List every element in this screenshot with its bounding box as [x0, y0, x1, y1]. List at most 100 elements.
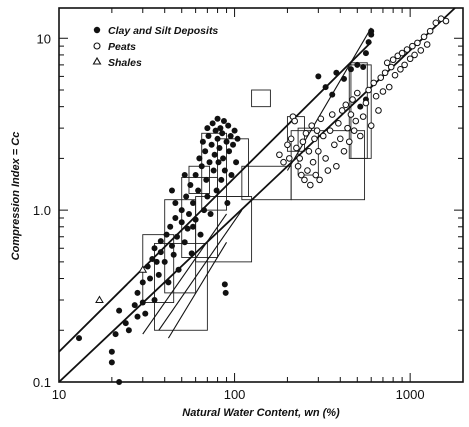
point-1-40 [349, 96, 356, 103]
range-box-3 [181, 176, 219, 258]
point-1-67 [411, 51, 418, 59]
point-0-58 [211, 151, 218, 158]
point-0-2 [108, 359, 115, 366]
range-box-9 [251, 89, 271, 108]
point-1-8 [294, 162, 302, 170]
point-0-11 [139, 299, 146, 306]
point-1-33 [336, 135, 344, 143]
point-0-81 [233, 159, 240, 166]
point-1-58 [389, 56, 397, 64]
point-0-25 [167, 223, 174, 230]
point-0-93 [347, 66, 354, 73]
point-1-68 [414, 39, 421, 47]
point-0-12 [139, 279, 146, 286]
range-box-1 [154, 242, 208, 331]
point-0-83 [181, 172, 188, 179]
point-0-33 [181, 239, 188, 246]
short-line-2 [167, 242, 228, 339]
point-1-16 [307, 181, 314, 189]
point-0-38 [188, 250, 195, 257]
point-0-35 [184, 225, 191, 232]
point-1-66 [409, 42, 416, 50]
x-tick-label-1: 100 [224, 387, 246, 402]
point-1-71 [423, 41, 431, 48]
point-0-26 [168, 242, 175, 249]
point-1-50 [372, 92, 380, 100]
point-0-19 [155, 271, 162, 278]
point-0-69 [220, 118, 227, 125]
point-0-82 [234, 135, 241, 142]
point-0-21 [157, 238, 164, 245]
point-0-56 [209, 120, 216, 127]
point-0-96 [362, 50, 369, 57]
point-0-91 [333, 69, 340, 76]
point-1-2 [284, 141, 291, 149]
range-boxes [142, 62, 372, 331]
point-0-5 [116, 307, 123, 314]
legend-marker-shales [92, 56, 102, 65]
point-1-14 [304, 167, 311, 174]
point-0-67 [219, 130, 226, 137]
regression-line-0 [58, 7, 456, 383]
point-0-51 [204, 193, 211, 200]
point-0-31 [178, 219, 185, 226]
point-1-52 [377, 74, 385, 81]
point-0-48 [202, 148, 209, 155]
point-1-25 [319, 132, 327, 140]
point-1-27 [324, 167, 332, 174]
point-0-61 [214, 135, 221, 142]
point-1-37 [344, 124, 351, 132]
point-0-68 [220, 155, 227, 162]
point-0-49 [203, 176, 210, 183]
point-0-41 [192, 216, 199, 223]
point-0-1 [108, 348, 115, 355]
point-0-90 [329, 91, 336, 98]
y-tick-label-2: 10 [37, 31, 51, 46]
point-1-48 [367, 122, 375, 129]
data-points [76, 15, 450, 385]
point-1-23 [316, 176, 323, 184]
point-0-47 [201, 207, 208, 214]
regression-line-1 [58, 41, 372, 353]
point-1-21 [313, 127, 321, 134]
point-0-95 [360, 64, 367, 71]
point-0-63 [215, 159, 222, 166]
point-0-20 [157, 249, 164, 256]
point-1-43 [353, 89, 361, 97]
point-1-11 [299, 138, 307, 146]
point-0-39 [190, 200, 197, 207]
point-0-59 [212, 127, 219, 134]
point-1-56 [385, 83, 393, 91]
short-line-3 [286, 27, 372, 171]
point-0-46 [199, 138, 206, 145]
point-0-50 [204, 125, 211, 132]
point-0-42 [195, 187, 202, 194]
axis-ticks: 10 100 1000 0.1 1.0 10 [33, 8, 464, 402]
point-0-52 [205, 132, 212, 139]
point-1-53 [379, 88, 387, 95]
point-1-57 [387, 63, 395, 71]
point-0-32 [178, 207, 185, 214]
point-0-23 [163, 231, 170, 238]
point-1-22 [315, 147, 322, 155]
point-0-40 [192, 172, 199, 179]
point-0-85 [168, 187, 175, 194]
range-box-13 [348, 64, 372, 159]
point-1-32 [335, 120, 342, 127]
x-tick-label-2: 1000 [396, 387, 425, 402]
point-0-22 [161, 258, 168, 265]
point-1-49 [370, 79, 377, 87]
point-1-24 [317, 115, 325, 123]
point-0-88 [315, 73, 322, 80]
y-tick-label-0: 0.1 [33, 375, 51, 390]
point-0-101 [357, 103, 364, 110]
point-1-64 [403, 46, 411, 53]
point-0-66 [218, 176, 225, 183]
point-1-28 [326, 127, 334, 134]
point-0-6 [122, 320, 129, 327]
point-1-9 [296, 155, 304, 162]
range-box-5 [195, 196, 253, 263]
x-tick-label-0: 10 [52, 387, 66, 402]
point-0-29 [174, 233, 181, 240]
